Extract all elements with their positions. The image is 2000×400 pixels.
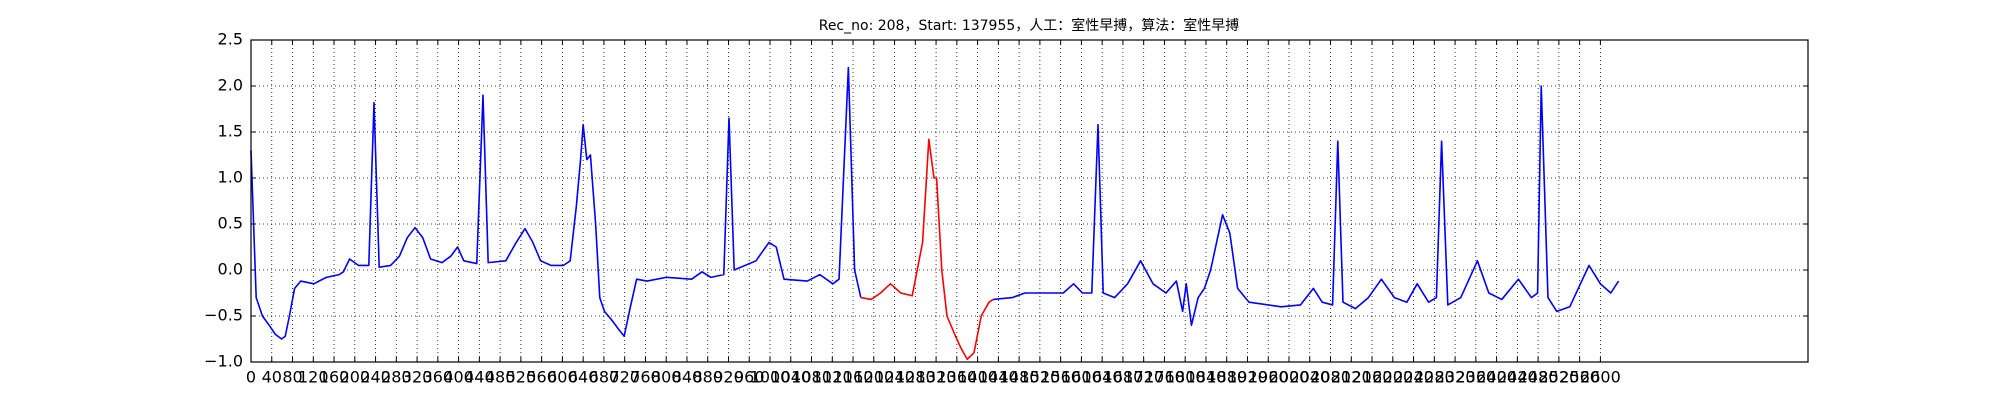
- x-tick-label: 2360: [1455, 368, 1496, 387]
- x-tick-label: 1360: [936, 368, 977, 387]
- y-tick-label: 0.0: [218, 260, 243, 279]
- y-tick-label: 2.0: [218, 76, 243, 95]
- x-tick-label: 2520: [1539, 368, 1580, 387]
- x-tick-label: 2240: [1393, 368, 1434, 387]
- x-tick-label: 960: [734, 368, 765, 387]
- series-line: [993, 85, 1620, 326]
- x-tick-label: 600: [547, 368, 578, 387]
- x-tick-label: 1600: [1061, 368, 1102, 387]
- y-tick-label: 1.5: [218, 122, 243, 141]
- x-tick-label: 440: [464, 368, 495, 387]
- x-tick-label: 80: [282, 368, 302, 387]
- x-tick-label: 0: [246, 368, 256, 387]
- x-tick-label: 1800: [1165, 368, 1206, 387]
- x-tick-label: 2120: [1331, 368, 1372, 387]
- x-tick-label: 920: [713, 368, 744, 387]
- x-tick-label: 520: [506, 368, 537, 387]
- x-tick-label: 2040: [1289, 368, 1330, 387]
- y-tick-label: 1.0: [218, 168, 243, 187]
- series-line: [860, 138, 994, 361]
- x-tick-label: 1480: [999, 368, 1040, 387]
- x-tick-label: 2440: [1497, 368, 1538, 387]
- x-tick-label: 1440: [978, 368, 1019, 387]
- plot-frame: [250, 39, 1809, 363]
- x-tick-label: 1400: [957, 368, 998, 387]
- x-tick-label: 1720: [1123, 368, 1164, 387]
- x-tick-label: 40: [262, 368, 282, 387]
- x-tick-label: 2280: [1414, 368, 1455, 387]
- x-tick-label: 1640: [1082, 368, 1123, 387]
- y-tick-label: −0.5: [204, 306, 243, 325]
- x-tick-label: 2400: [1476, 368, 1517, 387]
- x-tick-label: 840: [672, 368, 703, 387]
- x-tick-label: 2080: [1310, 368, 1351, 387]
- x-tick-label: 2160: [1352, 368, 1393, 387]
- x-tick-label: 1520: [1020, 368, 1061, 387]
- x-tick-label: 1080: [791, 368, 832, 387]
- x-tick-label: 1560: [1040, 368, 1081, 387]
- x-tick-label: 1240: [874, 368, 915, 387]
- x-tick-label: 880: [692, 368, 723, 387]
- x-tick-label: 480: [485, 368, 516, 387]
- x-tick-label: 800: [651, 368, 682, 387]
- series-line: [250, 66, 862, 340]
- x-tick-label: 400: [443, 368, 474, 387]
- x-tick-label: 640: [568, 368, 599, 387]
- x-tick-label: 120: [298, 368, 329, 387]
- x-tick-label: 1920: [1227, 368, 1268, 387]
- y-tick-label: 0.5: [218, 214, 243, 233]
- x-tick-label: 2200: [1372, 368, 1413, 387]
- x-tick-label: 1320: [916, 368, 957, 387]
- x-tick-label: 1760: [1144, 368, 1185, 387]
- x-tick-label: 2560: [1559, 368, 1600, 387]
- x-tick-label: 160: [319, 368, 350, 387]
- x-tick-label: 720: [609, 368, 640, 387]
- y-tick-label: −1.0: [204, 352, 243, 371]
- x-tick-label: 1120: [812, 368, 853, 387]
- x-tick-label: 1880: [1206, 368, 1247, 387]
- x-tick-label: 2000: [1269, 368, 1310, 387]
- x-tick-label: 1960: [1248, 368, 1289, 387]
- x-tick-label: 240: [360, 368, 391, 387]
- x-tick-label: 680: [589, 368, 620, 387]
- x-tick-label: 2480: [1518, 368, 1559, 387]
- x-tick-label: 1280: [895, 368, 936, 387]
- x-tick-label: 2320: [1435, 368, 1476, 387]
- y-tick-label: 2.5: [218, 30, 243, 49]
- x-tick-label: 1840: [1186, 368, 1227, 387]
- x-tick-label: 360: [423, 368, 454, 387]
- chart-title: Rec_no: 208，Start: 137955，人工：室性早搏，算法：室性早…: [819, 17, 1240, 34]
- x-tick-label: 1040: [770, 368, 811, 387]
- x-tick-label: 1680: [1103, 368, 1144, 387]
- x-tick-label: 560: [526, 368, 557, 387]
- x-tick-label: 760: [630, 368, 661, 387]
- x-tick-label: 1000: [750, 368, 791, 387]
- x-tick-label: 1200: [853, 368, 894, 387]
- x-tick-label: 2600: [1580, 368, 1621, 387]
- x-tick-label: 200: [340, 368, 371, 387]
- x-tick-label: 280: [381, 368, 412, 387]
- x-tick-label: 320: [402, 368, 433, 387]
- x-tick-label: 1160: [833, 368, 874, 387]
